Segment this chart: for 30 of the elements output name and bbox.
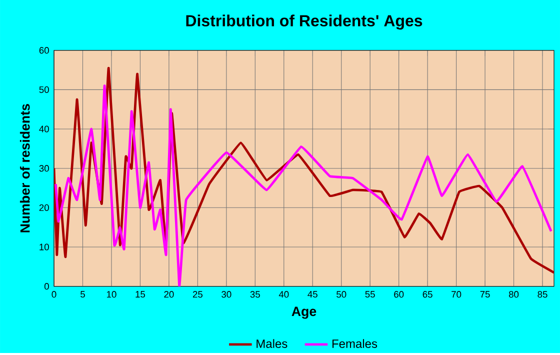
x-tick-label: 5 [80,290,85,298]
chart-title: Distribution of Residents' Ages [186,14,422,30]
y-tick-label: 10 [40,244,49,250]
x-tick-label: 65 [422,290,432,298]
y-axis-title: Number of residents [20,104,30,232]
x-axis-title: Age [292,306,316,319]
x-tick-label: 80 [508,290,519,298]
x-tick-label: 10 [107,290,116,298]
x-tick-label: 40 [278,290,289,298]
y-tick-label: 40 [39,126,49,132]
x-tick-label: 45 [308,290,318,298]
y-tick-label: 0 [44,282,49,290]
y-tick-label: 50 [39,86,49,93]
x-tick-label: 0 [52,290,56,298]
y-tick-label: 20 [39,204,49,211]
legend-label: Males [256,339,288,348]
x-tick-label: 70 [452,290,462,298]
y-tick-label: 60 [39,46,49,54]
y-tick-label: 30 [39,164,49,172]
x-tick-label: 75 [480,290,490,298]
x-tick-label: 35 [250,290,260,298]
x-tick-label: 85 [538,290,548,298]
x-tick-label: 55 [365,290,375,298]
x-tick-label: 30 [222,290,232,298]
x-tick-label: 20 [164,290,174,298]
x-tick-label: 50 [336,290,346,298]
x-tick-label: 60 [394,290,404,298]
x-tick-label: 15 [136,290,145,298]
legend-label: Females [332,339,378,348]
x-tick-label: 25 [192,290,202,298]
